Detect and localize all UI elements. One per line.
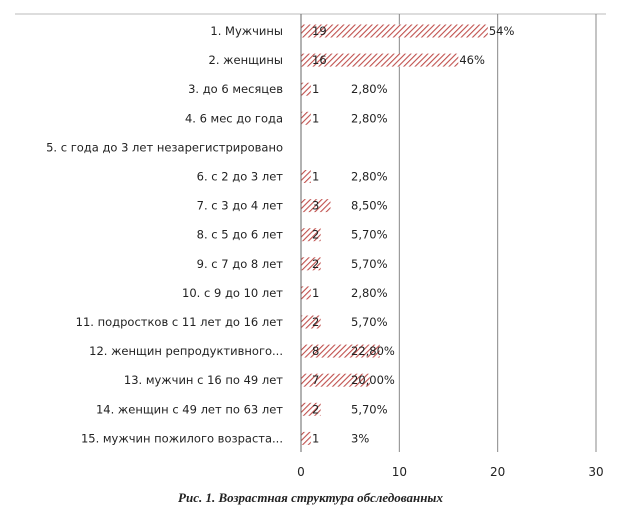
- bar-value-label: 8: [312, 344, 319, 358]
- category-label: 9. с 7 до 8 лет: [197, 257, 284, 271]
- category-label: 6. с 2 до 3 лет: [197, 170, 284, 184]
- category-label: 13. мужчин с 16 по 49 лет: [124, 373, 283, 387]
- percent-label: 2,80%: [351, 286, 388, 300]
- bar-value-label: 1: [312, 170, 319, 184]
- category-labels: 1. Мужчины 2. женщины 3. до 6 месяцев 4. 6 …: [46, 24, 283, 445]
- bar: [301, 344, 380, 358]
- bar-value-label: 7: [312, 373, 319, 387]
- bar: [301, 53, 459, 67]
- age-structure-bar-chart: 1. Мужчины 2. женщины 3. до 6 месяцев 4. 6 …: [15, 13, 606, 479]
- category-label: 8. с 5 до 6 лет: [197, 228, 284, 242]
- bar: [301, 431, 311, 445]
- bar-value-label: 1: [312, 431, 319, 445]
- bar-value-label: 1: [312, 82, 319, 96]
- percent-label: 2,80%: [351, 82, 388, 96]
- category-label: 7. с 3 до 4 лет: [197, 199, 284, 213]
- bar-value-label: 2: [312, 257, 319, 271]
- percent-label: 5,70%: [351, 228, 388, 242]
- x-tick-label: 30: [588, 465, 603, 479]
- bar: [301, 199, 331, 213]
- x-tick-label: 20: [490, 465, 505, 479]
- count-labels: 19 16 1 1 1 3 2 2 1 2 8 7 2 1: [312, 24, 327, 445]
- category-label: 11. подростков с 11 лет до 16 лет: [76, 315, 284, 329]
- percent-label: 46%: [459, 53, 485, 67]
- bar-value-label: 3: [312, 199, 319, 213]
- category-label: 15. мужчин пожилого возраста...: [81, 431, 283, 445]
- bar-value-label: 16: [312, 53, 327, 67]
- category-label: 10. с 9 до 10 лет: [182, 286, 283, 300]
- bars: [301, 24, 488, 445]
- percent-label: 8,50%: [351, 199, 388, 213]
- bar: [301, 402, 321, 416]
- bar-value-label: 2: [312, 315, 319, 329]
- percent-label: 5,70%: [351, 402, 388, 416]
- gridlines: [398, 14, 597, 452]
- category-label: 5. с года до 3 лет незарегистрировано: [46, 140, 283, 154]
- category-label: 14. женщин с 49 лет по 63 лет: [96, 402, 283, 416]
- percent-label: 20,00%: [351, 373, 395, 387]
- figure-caption: Рис. 1. Возрастная структура обследованн…: [178, 490, 443, 505]
- category-label: 4. 6 мес до года: [185, 111, 283, 125]
- percent-label: 2,80%: [351, 170, 388, 184]
- percent-label: 2,80%: [351, 111, 388, 125]
- bar: [301, 257, 321, 271]
- bar-value-label: 19: [312, 24, 327, 38]
- bar: [301, 111, 311, 125]
- category-label: 12. женщин репродуктивного...: [89, 344, 283, 358]
- category-label: 2. женщины: [209, 53, 284, 67]
- bar-value-label: 2: [312, 402, 319, 416]
- bar: [301, 24, 488, 38]
- percent-label: 22,80%: [351, 344, 395, 358]
- bar: [301, 286, 311, 300]
- percent-label: 3%: [351, 431, 369, 445]
- bar: [301, 315, 321, 329]
- x-tick-label: 10: [392, 465, 407, 479]
- bar: [301, 170, 311, 183]
- category-label: 1. Мужчины: [210, 24, 283, 38]
- percent-labels: 54% 46% 2,80% 2,80% 2,80% 8,50% 5,70% 5,70% 2,80…: [351, 24, 514, 445]
- percent-label: 54%: [489, 24, 515, 38]
- percent-label: 5,70%: [351, 315, 388, 329]
- x-tick-label: 0: [297, 465, 305, 479]
- bar: [301, 373, 370, 387]
- bar-value-label: 2: [312, 228, 319, 242]
- percent-label: 5,70%: [351, 257, 388, 271]
- bar-value-label: 1: [312, 111, 319, 125]
- bar: [301, 228, 321, 242]
- x-axis-tick-labels: 0 10 20 30: [297, 465, 603, 479]
- category-label: 3. до 6 месяцев: [188, 82, 283, 96]
- bar-value-label: 1: [312, 286, 319, 300]
- bar: [301, 82, 311, 96]
